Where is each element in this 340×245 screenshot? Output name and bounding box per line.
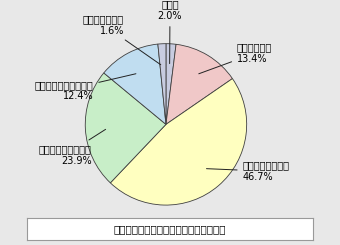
Wedge shape <box>166 44 176 124</box>
Text: まあ満足している
46.7%: まあ満足している 46.7% <box>206 160 290 182</box>
Text: 満足している
13.4%: 満足している 13.4% <box>199 43 272 74</box>
Text: 無回答
2.0%: 無回答 2.0% <box>158 0 182 64</box>
Wedge shape <box>104 44 166 124</box>
Wedge shape <box>110 79 247 205</box>
Wedge shape <box>158 44 166 124</box>
Text: どちらともいえない
23.9%: どちらともいえない 23.9% <box>39 129 106 166</box>
Wedge shape <box>85 73 166 183</box>
Text: 満足していない
1.6%: 満足していない 1.6% <box>83 14 161 65</box>
Wedge shape <box>166 44 233 124</box>
Text: ：携帯電話本体機能の留守電機能利用者: ：携帯電話本体機能の留守電機能利用者 <box>114 224 226 234</box>
Text: あまり満足していない
12.4%: あまり満足していない 12.4% <box>35 74 136 101</box>
